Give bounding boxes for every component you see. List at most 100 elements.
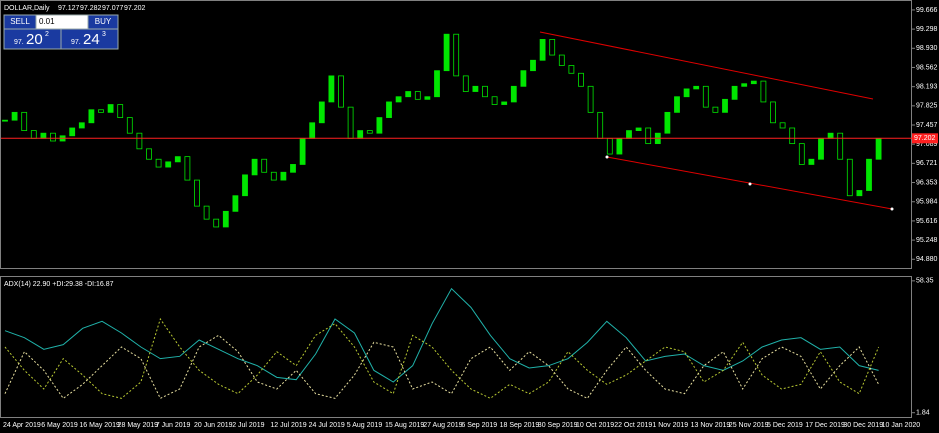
candle xyxy=(549,39,556,56)
y-tick-label: 96.353 xyxy=(916,179,938,186)
x-tick-label: 30 Sep 2019 xyxy=(538,422,578,429)
candle xyxy=(40,132,47,139)
candle xyxy=(674,96,680,113)
candle xyxy=(338,75,344,108)
candle xyxy=(165,161,172,168)
y-tick-label: 99.298 xyxy=(916,26,938,33)
candle xyxy=(261,158,268,173)
y-tick-label: 94.880 xyxy=(916,256,938,263)
candle xyxy=(789,127,796,145)
candle xyxy=(424,96,431,100)
candle xyxy=(693,85,700,90)
sell-price-sup[interactable]: 2 xyxy=(45,31,49,38)
y-tick-label: 96.721 xyxy=(916,160,938,167)
candle xyxy=(645,127,652,145)
candle xyxy=(232,195,239,212)
candle xyxy=(146,148,152,160)
candle xyxy=(155,158,162,168)
candle xyxy=(722,98,728,113)
x-tick-label: 24 Apr 2019 xyxy=(3,422,41,429)
x-tick-label: 7 Jun 2019 xyxy=(156,422,191,429)
y-tick-label: 97.457 xyxy=(916,122,938,129)
x-tick-label: 28 May 2019 xyxy=(118,422,159,429)
candle xyxy=(587,85,594,113)
candle xyxy=(827,132,834,139)
candle xyxy=(328,75,335,103)
candle xyxy=(405,91,412,98)
candle xyxy=(750,80,757,85)
buy-price-box[interactable] xyxy=(60,28,119,50)
y-tick-label: 95.248 xyxy=(916,237,938,244)
x-tick-label: 10 Oct 2019 xyxy=(576,422,614,429)
buy-price-big[interactable]: 24 xyxy=(83,31,100,48)
candle xyxy=(357,130,364,139)
buy-label[interactable]: BUY xyxy=(95,17,112,26)
candle xyxy=(635,127,642,131)
candle xyxy=(136,132,143,150)
candle xyxy=(760,80,767,103)
x-tick-label: 18 Sep 2019 xyxy=(500,422,540,429)
candle xyxy=(664,111,671,134)
quote-open: 97.127 xyxy=(58,5,80,12)
candle xyxy=(837,132,844,160)
candle xyxy=(597,111,604,139)
sell-price-big[interactable]: 20 xyxy=(26,31,43,48)
y-tick-label: 1.84 xyxy=(916,410,930,417)
candle xyxy=(78,122,85,129)
candle xyxy=(194,179,200,207)
x-tick-label: 30 Dec 2019 xyxy=(843,422,883,429)
candle xyxy=(318,101,325,124)
candle xyxy=(578,72,584,87)
candle xyxy=(414,91,421,100)
x-tick-label: 5 Dec 2019 xyxy=(767,422,803,429)
candle xyxy=(290,164,296,173)
candle xyxy=(107,104,114,113)
candle xyxy=(395,96,402,103)
candle xyxy=(818,138,824,160)
x-tick-label: 6 Sep 2019 xyxy=(461,422,497,429)
y-tick-label: 97.089 xyxy=(916,141,938,148)
candle xyxy=(770,101,776,124)
indicator-panel-frame xyxy=(0,276,912,418)
candle xyxy=(11,111,18,121)
x-tick-label: 15 Aug 2019 xyxy=(385,422,424,429)
candle xyxy=(366,130,373,134)
candle xyxy=(779,122,786,129)
candle xyxy=(251,158,258,176)
x-tick-label: 10 Jan 2020 xyxy=(882,422,921,429)
candle xyxy=(126,117,133,134)
candle xyxy=(299,138,306,165)
sell-label[interactable]: SELL xyxy=(10,17,30,26)
quote-close: 97.202 xyxy=(124,5,146,12)
y-tick-label: 98.930 xyxy=(916,45,938,52)
lot-value[interactable]: 0.01 xyxy=(39,17,55,26)
candle xyxy=(203,205,210,220)
x-tick-label: 22 Oct 2019 xyxy=(614,422,652,429)
x-tick-label: 25 Nov 2019 xyxy=(729,422,769,429)
candle xyxy=(741,83,748,87)
candle xyxy=(88,109,95,124)
buy-price-prefix[interactable]: 97. xyxy=(71,39,81,46)
x-tick-label: 13 Nov 2019 xyxy=(691,422,731,429)
candle xyxy=(683,88,690,98)
candle xyxy=(98,109,104,113)
sell-price-prefix[interactable]: 97. xyxy=(14,39,24,46)
candle xyxy=(482,85,488,98)
y-tick-label: 97.825 xyxy=(916,103,938,110)
candle xyxy=(491,96,498,105)
candle xyxy=(856,190,863,197)
x-tick-label: 1 Nov 2019 xyxy=(652,422,688,429)
candle xyxy=(808,158,815,165)
candle xyxy=(222,210,229,228)
y-tick-label: 95.984 xyxy=(916,199,938,206)
candle xyxy=(184,156,191,181)
candle xyxy=(453,33,460,77)
candle xyxy=(606,138,613,155)
x-tick-label: 24 Jul 2019 xyxy=(309,422,345,429)
indicator-line xyxy=(4,334,880,400)
candle xyxy=(270,171,277,181)
bid-label: 97.202 xyxy=(914,135,936,142)
buy-price-sup[interactable]: 3 xyxy=(102,31,106,38)
candle xyxy=(117,104,124,118)
